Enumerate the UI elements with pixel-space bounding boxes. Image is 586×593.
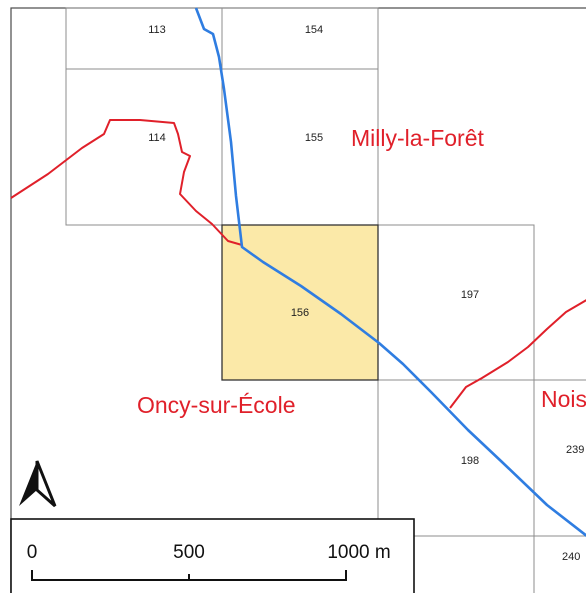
- scale-label-1000: 1000 m: [327, 542, 390, 563]
- grid-cell-240[interactable]: [533, 535, 586, 593]
- grid-label-155: 155: [305, 132, 323, 144]
- grid-label-239: 239: [566, 444, 584, 456]
- river: [194, 7, 586, 537]
- grid-label-113: 113: [148, 24, 166, 36]
- grid-label-198: 198: [461, 455, 479, 467]
- grid-label-156: 156: [291, 307, 309, 319]
- grid: [65, 7, 586, 593]
- grid-label-114: 114: [148, 132, 166, 144]
- commune-label-milly: Milly-la-Forêt: [351, 125, 485, 151]
- commune-label-noisy: Nois: [541, 386, 586, 412]
- scale-label-0: 0: [27, 542, 38, 563]
- grid-label-240: 240: [562, 551, 580, 563]
- grid-label-197: 197: [461, 289, 479, 301]
- north-arrow-icon: [19, 460, 57, 508]
- commune-label-oncy: Oncy-sur-École: [137, 392, 295, 418]
- commune-boundaries: [10, 119, 586, 409]
- boundary-noisy: [449, 299, 586, 409]
- grid-label-154: 154: [305, 24, 323, 36]
- scale-label-500: 500: [173, 542, 205, 563]
- scale-bar: 0 500 1000 m: [10, 518, 415, 593]
- boundary-milly-oncy: [10, 119, 243, 246]
